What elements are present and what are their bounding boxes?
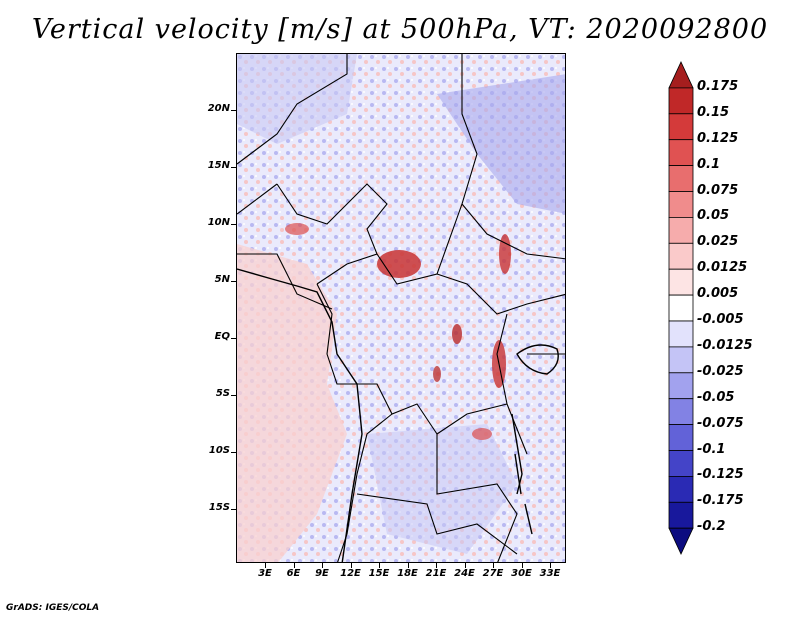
lat-tick-mark: [231, 452, 236, 453]
lat-tick-mark: [231, 509, 236, 510]
colorbar-bin: [668, 139, 694, 166]
southern-region: [367, 424, 517, 554]
lat-tick-label: 10S: [208, 445, 230, 456]
colorbar-label: -0.05: [697, 389, 735, 405]
lon-tick-label: 9E: [315, 568, 329, 579]
lon-tick-mark: [436, 563, 437, 568]
colorbar-bin: [668, 242, 694, 270]
lon-tick-label: 15E: [368, 568, 390, 579]
lon-tick-label: 30E: [511, 568, 532, 579]
lon-tick-mark: [293, 563, 295, 568]
country-borders: [237, 54, 565, 562]
convection-core-angola-zambia: [472, 428, 492, 440]
lat-tick-label: EQ: [214, 331, 230, 342]
colorbar-label: 0.075: [697, 182, 739, 198]
lat-tick-label: 5S: [215, 388, 230, 399]
colorbar-bin: [668, 424, 694, 451]
colorbar-bin: [668, 475, 694, 503]
colorbar-label: 0.0125: [697, 260, 748, 276]
colorbar-bin: [668, 450, 694, 477]
lat-tick-label: 15S: [208, 502, 230, 513]
grads-credit: GrADS: IGES/COLA: [6, 603, 100, 613]
lon-tick-mark: [521, 563, 523, 568]
lat-tick-mark: [231, 338, 236, 339]
colorbar-bin: [668, 320, 694, 348]
colorbar-bin: [668, 268, 694, 296]
colorbar-label: -0.1: [697, 441, 726, 457]
lat-tick-label: 20N: [207, 103, 230, 114]
lat-tick-mark: [231, 110, 236, 111]
lon-tick-label: 3E: [258, 568, 272, 579]
colorbar-label: -0.025: [697, 363, 744, 379]
colorbar-bin: [668, 346, 694, 374]
lat-tick-mark: [231, 167, 236, 168]
colorbar-label: 0.175: [697, 78, 739, 94]
vertical-velocity-field: [237, 54, 565, 562]
colorbar-label: 0.125: [697, 130, 739, 146]
lon-tick-label: 27E: [482, 568, 504, 579]
convection-core-nigeria: [285, 223, 309, 235]
lon-tick-label: 21E: [425, 568, 447, 579]
colorbar-label: -0.0125: [697, 337, 753, 353]
colorbar-bin: [668, 61, 694, 89]
atlantic-coastline: [237, 268, 363, 562]
lat-tick-label: 5N: [214, 274, 230, 285]
lat-tick-mark: [231, 395, 236, 396]
lat-tick-mark: [231, 224, 236, 225]
lat-tick-label: 15N: [207, 160, 230, 171]
colorbar-bin: [668, 165, 694, 192]
colorbar-bin: [668, 87, 694, 115]
colorbar-bin: [668, 527, 694, 556]
colorbar: [668, 61, 694, 556]
great-lakes: [511, 344, 559, 535]
colorbar-bin: [668, 191, 694, 218]
atlantic-descent-region: [237, 244, 347, 562]
lon-tick-mark: [550, 563, 551, 568]
lon-tick-mark: [407, 563, 409, 568]
lon-tick-label: 33E: [539, 568, 561, 579]
lat-tick-mark: [231, 281, 236, 282]
colorbar-label: -0.075: [697, 415, 744, 431]
colorbar-bin: [668, 398, 694, 426]
convection-core-congo: [452, 324, 462, 344]
lon-tick-label: 18E: [397, 568, 418, 579]
colorbar-label: 0.05: [697, 208, 730, 224]
lon-tick-label: 12E: [340, 568, 361, 579]
lat-tick-label: 10N: [207, 217, 230, 228]
colorbar-label: -0.175: [697, 493, 744, 509]
colorbar-bin: [668, 372, 694, 400]
lon-tick-mark: [493, 563, 494, 568]
map-panel: [236, 53, 566, 563]
lon-tick-mark: [350, 563, 352, 568]
colorbar-label: 0.025: [697, 234, 739, 250]
colorbar-label: 0.15: [697, 104, 730, 120]
lon-tick-mark: [322, 563, 323, 568]
colorbar-label: 0.1: [697, 156, 721, 172]
colorbar-label: 0.005: [697, 286, 739, 302]
lon-tick-mark: [265, 563, 266, 568]
sudan-ascent-region: [437, 74, 565, 214]
colorbar-bin: [668, 216, 694, 244]
colorbar-bin: [668, 113, 694, 141]
colorbar-label: -0.005: [697, 312, 744, 327]
lon-tick-mark: [379, 563, 380, 568]
lon-tick-label: 24E: [454, 568, 475, 579]
lon-tick-mark: [464, 563, 466, 568]
colorbar-label: -0.125: [697, 467, 744, 483]
map-title: Vertical velocity [m/s] at 500hPa, VT: 2…: [31, 14, 769, 45]
colorbar-bin: [668, 294, 694, 322]
colorbar-label: -0.2: [697, 519, 726, 535]
convection-core-congo-central: [433, 366, 441, 382]
lon-tick-label: 6E: [286, 568, 301, 579]
convection-core-south-sudan: [499, 234, 511, 274]
sahara-region: [237, 54, 357, 144]
colorbar-bin: [668, 501, 694, 529]
